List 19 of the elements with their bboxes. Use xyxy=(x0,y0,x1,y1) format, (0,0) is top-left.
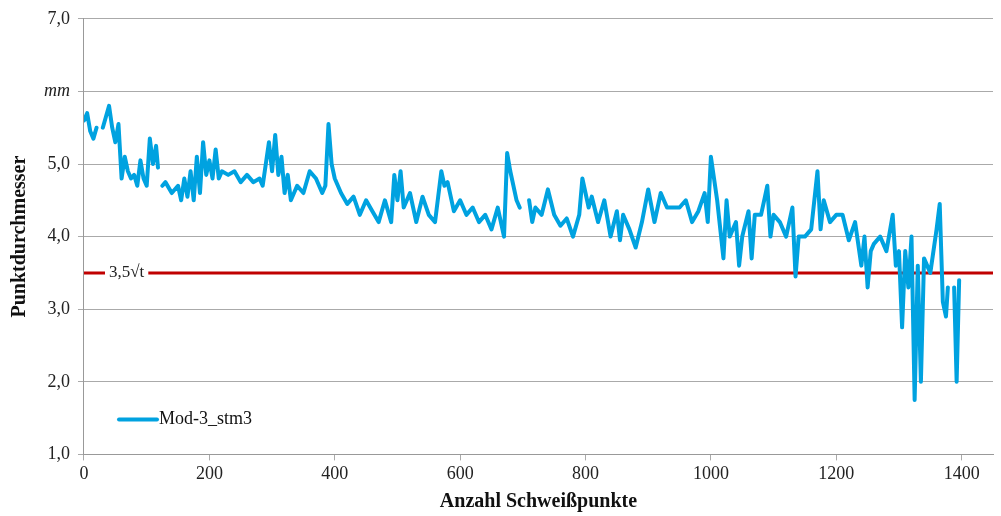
y-tick-label: 7,0 xyxy=(47,7,70,28)
x-tick-label: 1400 xyxy=(943,462,980,483)
y-tick-label: 5,0 xyxy=(47,152,70,173)
x-tick-label: 1000 xyxy=(692,462,729,483)
x-tick-label: 800 xyxy=(572,462,600,483)
x-axis-title: Anzahl Schweißpunkte xyxy=(439,489,638,513)
legend-label: Mod-3_stm3 xyxy=(159,408,253,429)
y-tick-label: 2,0 xyxy=(47,370,70,391)
y-tick-label: mm xyxy=(44,80,70,101)
ref-line-label: 3,5√t xyxy=(109,262,145,282)
x-tick-label: 0 xyxy=(79,462,89,483)
y-tick-label: 3,0 xyxy=(47,297,70,318)
x-tick-label: 1200 xyxy=(818,462,855,483)
y-tick-label: 1,0 xyxy=(47,443,70,464)
x-tick-label: 400 xyxy=(321,462,349,483)
y-axis-title: Punktdurchmesser xyxy=(7,155,30,318)
y-tick-label: 4,0 xyxy=(47,225,70,246)
x-tick-label: 600 xyxy=(446,462,474,483)
x-tick-label: 200 xyxy=(195,462,223,483)
